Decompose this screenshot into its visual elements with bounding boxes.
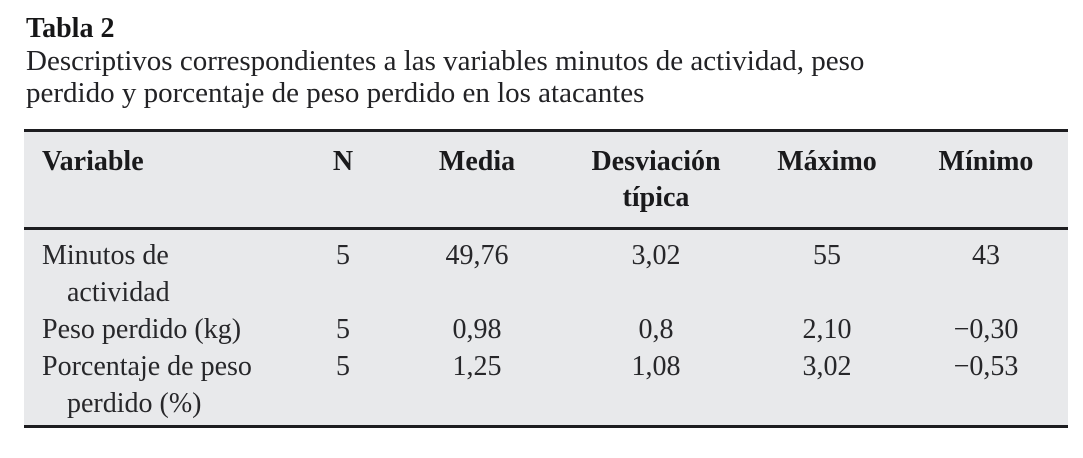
cell-n: 5	[336, 314, 350, 345]
cell-n: 5	[336, 351, 350, 382]
cell-media: 1,25	[452, 351, 502, 382]
table-label: Tabla 2	[26, 13, 115, 44]
cell-maximo: 2,10	[802, 314, 852, 345]
column-header-variable: Variable	[24, 130, 294, 230]
cell-maximo: 3,02	[802, 351, 852, 382]
table-header: Variable N Media Desviación típica Máxim…	[24, 130, 1068, 230]
cell-variable: Peso perdido (kg)	[42, 314, 242, 345]
cell-minimo: 43	[972, 240, 1000, 271]
cell-media: 49,76	[445, 240, 509, 271]
cell-variable: Minutos de actividad	[42, 240, 170, 308]
column-header-maximo: Máximo	[750, 130, 904, 230]
cell-minimo: −0,30	[953, 314, 1019, 345]
table-row-minutos-actividad: Minutos de actividad 5 49,76 3,02 55 43	[24, 229, 1068, 312]
cell-maximo: 55	[813, 240, 841, 271]
table-caption-block: Tabla 2 Descriptivos correspondientes a …	[0, 0, 1083, 109]
table-row-porcentaje-peso-perdido: Porcentaje de peso perdido (%) 5 1,25 1,…	[24, 348, 1068, 427]
cell-desviacion: 1,08	[631, 351, 681, 382]
cell-variable: Porcentaje de peso perdido (%)	[42, 351, 252, 419]
column-header-n: N	[294, 130, 392, 230]
cell-minimo: −0,53	[953, 351, 1019, 382]
table-row-peso-perdido: Peso perdido (kg) 5 0,98 0,8 2,10 −0,30	[24, 311, 1068, 348]
descriptives-table: Variable N Media Desviación típica Máxim…	[24, 129, 1068, 428]
cell-desviacion: 0,8	[638, 314, 674, 345]
table-body: Minutos de actividad 5 49,76 3,02 55 43 …	[24, 229, 1068, 427]
header-row: Variable N Media Desviación típica Máxim…	[24, 130, 1068, 230]
cell-n: 5	[336, 240, 350, 271]
column-header-desviacion: Desviación típica	[562, 130, 750, 230]
column-header-minimo: Mínimo	[904, 130, 1068, 230]
cell-media: 0,98	[452, 314, 502, 345]
data-table-wrapper: Variable N Media Desviación típica Máxim…	[24, 129, 1068, 428]
table-caption: Descriptivos correspondientes a las vari…	[26, 45, 865, 109]
cell-desviacion: 3,02	[631, 240, 681, 271]
column-header-media: Media	[392, 130, 562, 230]
